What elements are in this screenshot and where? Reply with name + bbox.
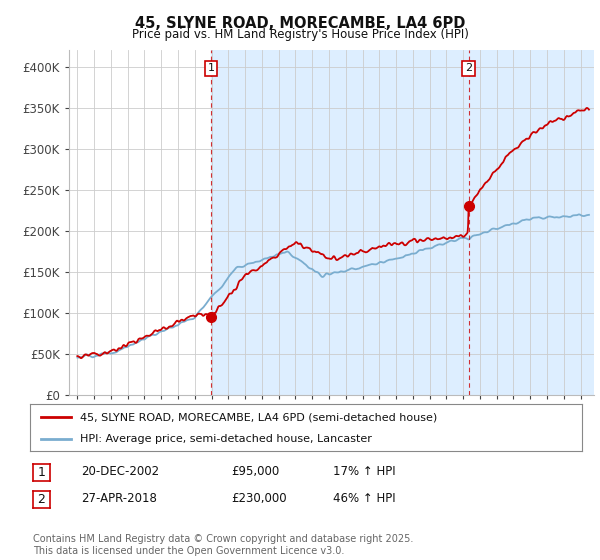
Text: 45, SLYNE ROAD, MORECAMBE, LA4 6PD (semi-detached house): 45, SLYNE ROAD, MORECAMBE, LA4 6PD (semi… <box>80 412 437 422</box>
Text: 20-DEC-2002: 20-DEC-2002 <box>81 465 159 478</box>
Text: 46% ↑ HPI: 46% ↑ HPI <box>333 492 395 505</box>
Text: 1: 1 <box>208 63 215 73</box>
Bar <box>211 50 600 395</box>
Text: 27-APR-2018: 27-APR-2018 <box>81 492 157 505</box>
Text: £95,000: £95,000 <box>231 465 279 478</box>
Text: 2: 2 <box>37 493 46 506</box>
Text: 1: 1 <box>37 466 46 479</box>
Text: £230,000: £230,000 <box>231 492 287 505</box>
Text: 45, SLYNE ROAD, MORECAMBE, LA4 6PD: 45, SLYNE ROAD, MORECAMBE, LA4 6PD <box>135 16 465 31</box>
Text: Contains HM Land Registry data © Crown copyright and database right 2025.
This d: Contains HM Land Registry data © Crown c… <box>33 534 413 556</box>
Text: 2: 2 <box>465 63 472 73</box>
Text: HPI: Average price, semi-detached house, Lancaster: HPI: Average price, semi-detached house,… <box>80 434 371 444</box>
Text: Price paid vs. HM Land Registry's House Price Index (HPI): Price paid vs. HM Land Registry's House … <box>131 28 469 41</box>
Text: 17% ↑ HPI: 17% ↑ HPI <box>333 465 395 478</box>
